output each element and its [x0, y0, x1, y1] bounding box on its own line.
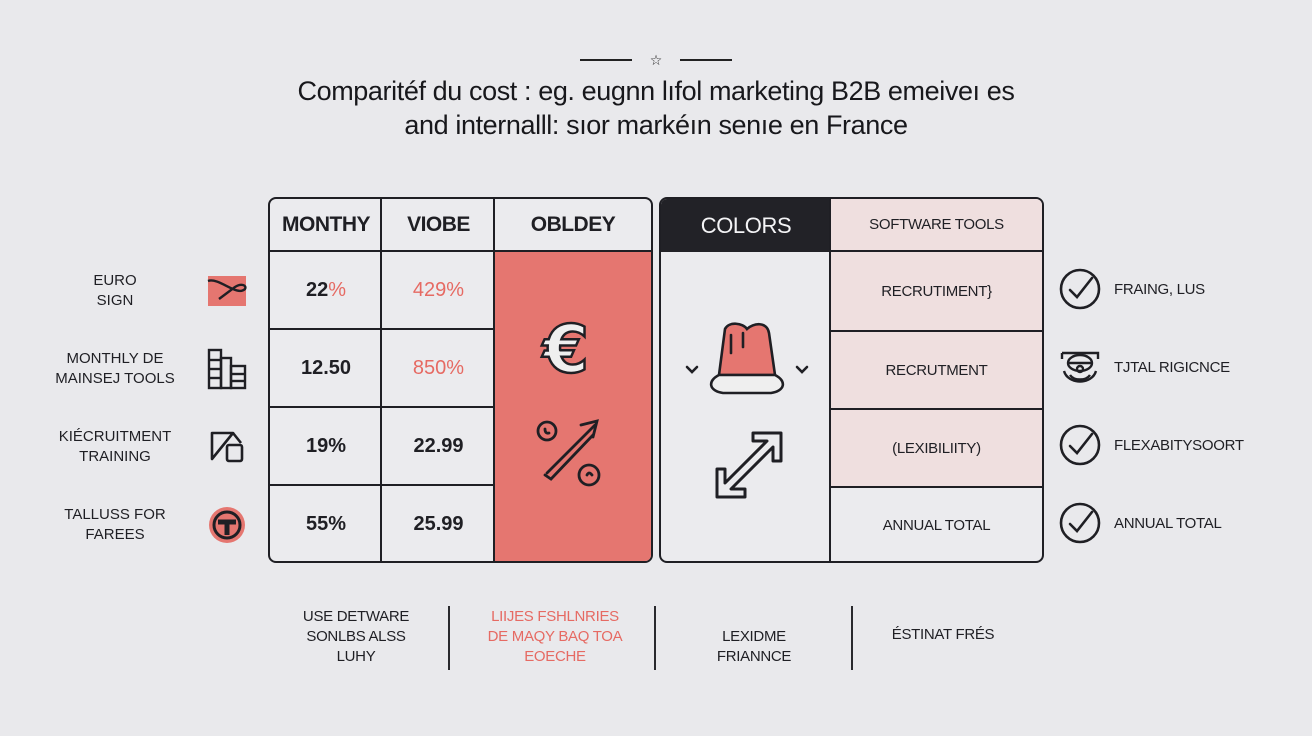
expand-arrows-icon: [709, 427, 789, 508]
column-header: VIOBE: [382, 199, 495, 252]
left-label-row: EURO SIGN: [40, 252, 250, 330]
left-label-text: EURO SIGN: [93, 272, 137, 309]
table-cell: ANNUAL TOTAL: [831, 486, 1042, 561]
list-item: FLEXABITYSOORT: [1058, 406, 1244, 484]
column-header: MONTHY: [270, 199, 382, 252]
colors-header: COLORS: [661, 199, 831, 252]
table-cell: 12.50: [270, 330, 382, 408]
column-divider: [380, 199, 382, 561]
table-cell: RECRUTIMENT}: [831, 252, 1042, 330]
header-ornament: ☆: [0, 50, 1312, 70]
title-line-1: Comparitéf du cost : eg. eugnn lıfol mar…: [297, 76, 1015, 106]
list-item: TJTAL RIGICNCE: [1058, 328, 1230, 406]
list-item: ANNUAL TOTAL: [1058, 484, 1222, 562]
footer-note: USE DETWARE SONLBS ALSS LUHY: [302, 608, 410, 665]
footer-note-highlight: LIIJES FSHLNRIES DE MAQY BAQ TOA EOECHE: [487, 608, 623, 665]
euro-icon: €: [537, 310, 607, 390]
robot-face-icon: [1060, 351, 1100, 383]
footer-note: LEXIDME FRIANNCE: [716, 628, 792, 665]
column-divider: [829, 199, 831, 561]
check-circle-icon: [1059, 502, 1101, 544]
star-icon: ☆: [649, 52, 663, 68]
table-cell: 19%: [270, 408, 382, 486]
list-item-label: FLEXABITYSOORT: [1114, 436, 1244, 454]
column-header: OBLDEY: [495, 199, 651, 252]
footer-divider: [448, 606, 450, 670]
percent-arrow-icon: [535, 417, 605, 494]
table-cell: 429%: [382, 252, 495, 330]
envelope-icon: [206, 270, 248, 312]
t-circle-icon: [206, 504, 248, 546]
column-divider: [493, 199, 495, 561]
svg-text:€: €: [541, 314, 589, 384]
cost-table-right: COLORS SOFTWARE TOOLS RECRUTIMENT} RECRU…: [659, 197, 1044, 563]
list-item: FRAING, LUS: [1058, 250, 1205, 328]
left-label-row: TALLUSS FOR FAREES: [40, 486, 250, 564]
page-title: Comparitéf du cost : eg. eugnn lıfol mar…: [0, 74, 1312, 142]
table-cell: 55%: [305, 513, 347, 535]
cost-table-left: € MONTHY VIOBE OBLDEY 22% 429% 12.50 850…: [268, 197, 653, 563]
table-cell: 22%: [270, 252, 382, 330]
check-circle-icon: [1059, 268, 1101, 310]
bar-blocks-icon: [206, 348, 248, 390]
table-cell: 850%: [382, 330, 495, 408]
table-cell: 25.99: [413, 513, 464, 535]
table-cell: (LEXIBILIITY): [831, 408, 1042, 486]
left-label-row: KIÉCRUITMENT TRAINING: [40, 408, 250, 486]
ornament-rule-right: [680, 59, 733, 61]
table-cell: 22.99: [382, 408, 495, 486]
left-label-row: MONTHLY DE MAINSEJ TOOLS: [40, 330, 250, 408]
footer-notes: USE DETWARE SONLBS ALSS LUHY LIIJES FSHL…: [270, 602, 1030, 672]
resize-box-icon: [206, 426, 248, 468]
left-label-text: MONTHLY DE MAINSEJ TOOLS: [55, 350, 175, 387]
cell-value: 22: [305, 278, 329, 301]
cell-suffix: %: [328, 278, 347, 301]
footer-divider: [851, 606, 853, 670]
red-icon-panel: €: [495, 252, 651, 561]
table-cell: RECRUTMENT: [831, 330, 1042, 408]
left-label-text: TALLUSS FOR FAREES: [64, 506, 166, 543]
ornament-rule-left: [579, 59, 632, 61]
footer-divider: [654, 606, 656, 670]
left-label-text: KIÉCRUITMENT TRAINING: [58, 428, 172, 465]
title-line-2: and internalll: sıor markéın senıe en Fr…: [404, 110, 908, 140]
footer-note: ÉSTINAT FRÉS: [891, 626, 995, 643]
software-tools-header: SOFTWARE TOOLS: [831, 199, 1042, 252]
list-item-label: ANNUAL TOTAL: [1114, 514, 1222, 532]
list-item-label: FRAING, LUS: [1114, 280, 1205, 298]
list-item-label: TJTAL RIGICNCE: [1114, 358, 1230, 376]
check-circle-icon: [1059, 424, 1101, 466]
bucket-hat-icon: [681, 319, 811, 404]
